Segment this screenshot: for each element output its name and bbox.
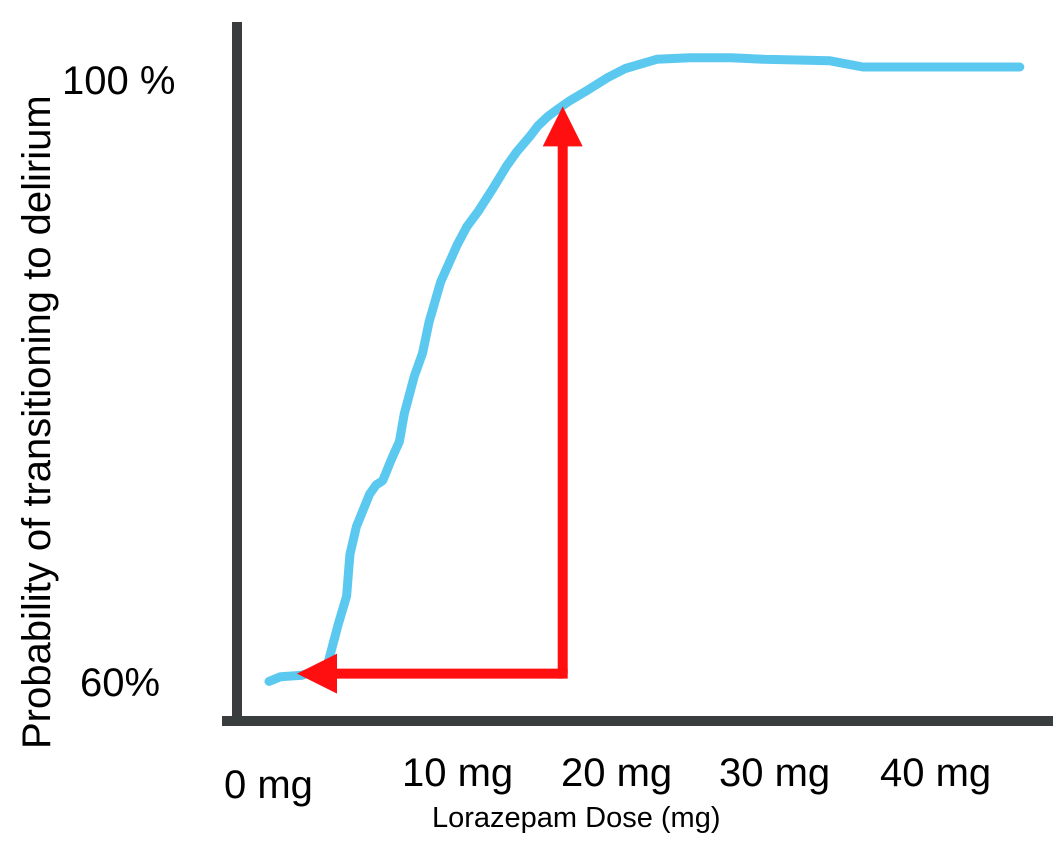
series-line-0: [264, 53, 1025, 686]
x-tick-label-0: 0 mg: [224, 763, 313, 807]
curve-layer: [264, 53, 1025, 686]
y-axis-title: Probability of transitioning to delirium: [15, 95, 59, 749]
x-tick-label-40: 40 mg: [880, 751, 991, 795]
x-tick-label-20: 20 mg: [561, 751, 672, 795]
y-tick-label-60: 60%: [80, 661, 160, 705]
x-tick-label-10: 10 mg: [402, 751, 513, 795]
x-axis-title: Lorazepam Dose (mg): [432, 802, 721, 834]
x-tick-label-30: 30 mg: [719, 751, 830, 795]
annotation-layer: [297, 106, 583, 694]
y-tick-label-100: 100 %: [62, 59, 175, 103]
arrow-elbow: [557, 668, 568, 679]
